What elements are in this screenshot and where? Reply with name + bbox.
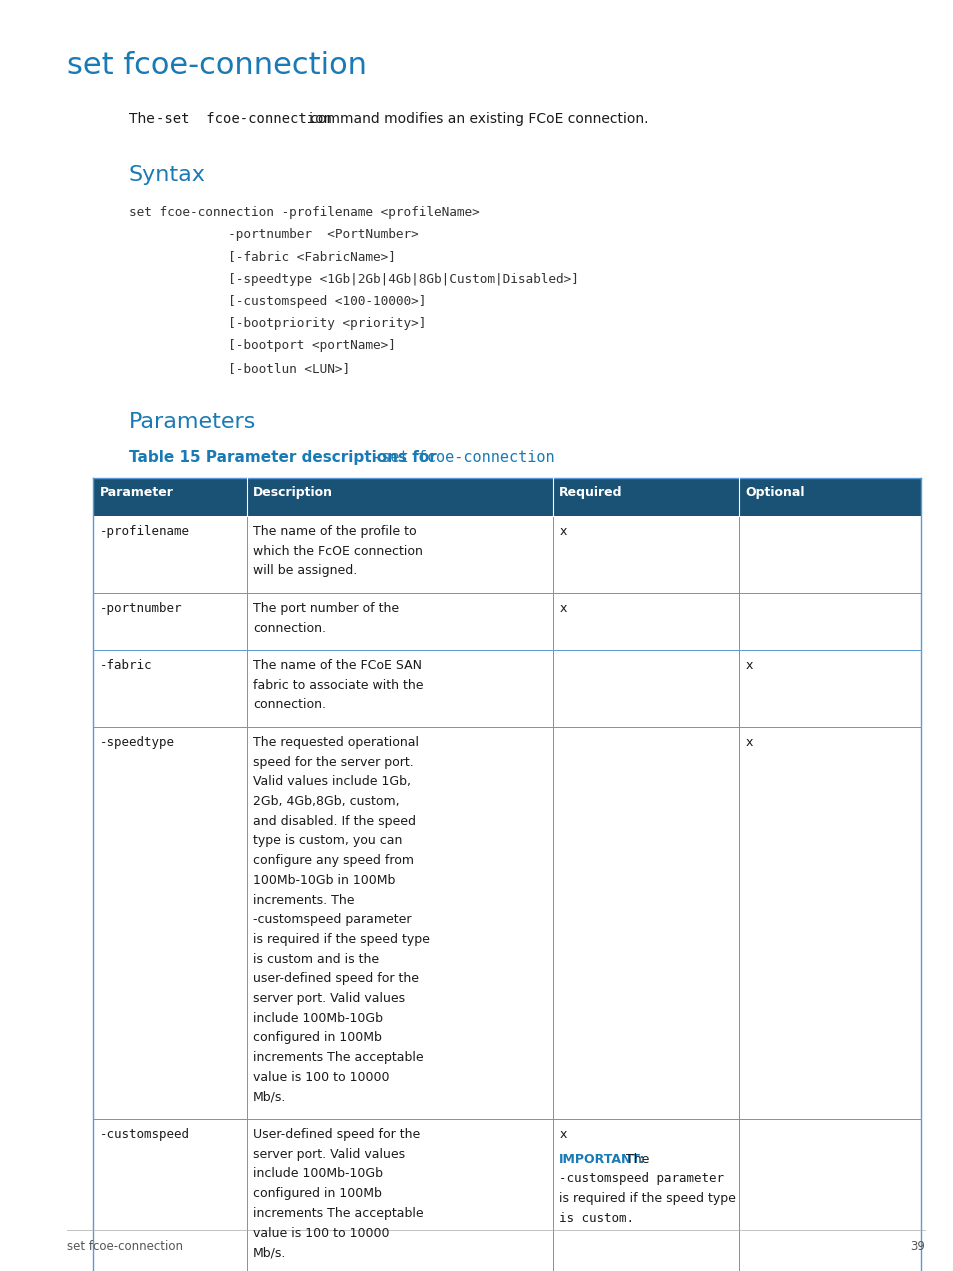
Text: value is 100 to 10000: value is 100 to 10000 — [253, 1071, 389, 1084]
Text: -customspeed parameter: -customspeed parameter — [253, 913, 412, 927]
Text: which the FcOE connection: which the FcOE connection — [253, 544, 422, 558]
Text: fabric to associate with the: fabric to associate with the — [253, 679, 423, 691]
Text: -set  fcoe-connection: -set fcoe-connection — [155, 112, 331, 126]
Text: is custom and is the: is custom and is the — [253, 953, 379, 966]
Text: Parameters: Parameters — [129, 412, 256, 432]
Text: Mb/s.: Mb/s. — [253, 1246, 286, 1260]
Text: server port. Valid values: server port. Valid values — [253, 993, 405, 1005]
Text: -profilename: -profilename — [100, 525, 190, 538]
Text: speed for the server port.: speed for the server port. — [253, 755, 414, 769]
Text: configured in 100Mb: configured in 100Mb — [253, 1032, 381, 1045]
Text: IMPORTANT:: IMPORTANT: — [558, 1153, 645, 1166]
Text: 39: 39 — [909, 1240, 924, 1253]
Text: connection.: connection. — [253, 698, 326, 712]
Text: -portnumber: -portnumber — [100, 601, 182, 615]
FancyBboxPatch shape — [93, 478, 920, 516]
Text: The requested operational: The requested operational — [253, 736, 418, 749]
Text: include 100Mb-10Gb: include 100Mb-10Gb — [253, 1012, 383, 1024]
Text: x: x — [744, 736, 752, 749]
Text: connection.: connection. — [253, 622, 326, 634]
Text: is required if the speed type: is required if the speed type — [558, 1192, 736, 1205]
Text: Description: Description — [253, 486, 333, 498]
Text: include 100Mb-10Gb: include 100Mb-10Gb — [253, 1167, 383, 1181]
Text: Parameter: Parameter — [100, 486, 173, 498]
Text: Mb/s.: Mb/s. — [253, 1091, 286, 1103]
FancyBboxPatch shape — [93, 516, 920, 592]
Text: [-customspeed <100-10000>]: [-customspeed <100-10000>] — [129, 295, 426, 308]
Text: [-speedtype <1Gb|2Gb|4Gb|8Gb|Custom|Disabled>]: [-speedtype <1Gb|2Gb|4Gb|8Gb|Custom|Disa… — [129, 273, 578, 286]
Text: Syntax: Syntax — [129, 165, 206, 186]
Text: Valid values include 1Gb,: Valid values include 1Gb, — [253, 775, 411, 788]
Text: -customspeed: -customspeed — [100, 1129, 190, 1141]
Text: configured in 100Mb: configured in 100Mb — [253, 1187, 381, 1200]
Text: -customspeed parameter: -customspeed parameter — [558, 1172, 723, 1186]
Text: configure any speed from: configure any speed from — [253, 854, 414, 867]
Text: The name of the FCoE SAN: The name of the FCoE SAN — [253, 658, 422, 672]
Text: The name of the profile to: The name of the profile to — [253, 525, 416, 538]
Text: x: x — [558, 525, 566, 538]
Text: x: x — [558, 601, 566, 615]
FancyBboxPatch shape — [93, 649, 920, 727]
Text: command modifies an existing FCoE connection.: command modifies an existing FCoE connec… — [306, 112, 648, 126]
Text: increments. The: increments. The — [253, 894, 355, 906]
Text: 100Mb-10Gb in 100Mb: 100Mb-10Gb in 100Mb — [253, 874, 395, 887]
Text: -portnumber  <PortNumber>: -portnumber <PortNumber> — [129, 229, 418, 241]
Text: 2Gb, 4Gb,8Gb, custom,: 2Gb, 4Gb,8Gb, custom, — [253, 796, 399, 808]
Text: [-bootport <portName>]: [-bootport <portName>] — [129, 339, 395, 352]
Text: type is custom, you can: type is custom, you can — [253, 834, 402, 848]
Text: is custom.: is custom. — [558, 1211, 634, 1225]
FancyBboxPatch shape — [93, 1118, 920, 1271]
Text: Required: Required — [558, 486, 622, 498]
Text: set fcoe-connection -profilename <profileName>: set fcoe-connection -profilename <profil… — [129, 206, 479, 219]
Text: increments The acceptable: increments The acceptable — [253, 1051, 423, 1064]
Text: is required if the speed type: is required if the speed type — [253, 933, 430, 946]
Text: [-bootlun <LUN>]: [-bootlun <LUN>] — [129, 361, 350, 375]
Text: increments The acceptable: increments The acceptable — [253, 1206, 423, 1220]
Text: Optional: Optional — [744, 486, 804, 498]
Text: -speedtype: -speedtype — [100, 736, 175, 749]
FancyBboxPatch shape — [93, 592, 920, 649]
Text: -set fcoe-connection: -set fcoe-connection — [362, 450, 554, 465]
Text: The: The — [618, 1153, 649, 1166]
Text: server port. Valid values: server port. Valid values — [253, 1148, 405, 1160]
Text: set fcoe-connection: set fcoe-connection — [67, 51, 366, 80]
Text: [-bootpriority <priority>]: [-bootpriority <priority>] — [129, 316, 426, 330]
Text: and disabled. If the speed: and disabled. If the speed — [253, 815, 416, 827]
Text: x: x — [558, 1129, 566, 1141]
Text: [-fabric <FabricName>]: [-fabric <FabricName>] — [129, 250, 395, 263]
Text: -fabric: -fabric — [100, 658, 152, 672]
Text: will be assigned.: will be assigned. — [253, 564, 357, 577]
Text: set fcoe-connection: set fcoe-connection — [67, 1240, 183, 1253]
Text: User-defined speed for the: User-defined speed for the — [253, 1129, 420, 1141]
Text: user-defined speed for the: user-defined speed for the — [253, 972, 418, 985]
FancyBboxPatch shape — [93, 727, 920, 1118]
Text: The port number of the: The port number of the — [253, 601, 399, 615]
Text: value is 100 to 10000: value is 100 to 10000 — [253, 1227, 389, 1239]
Text: x: x — [744, 658, 752, 672]
Text: The: The — [129, 112, 159, 126]
Text: Table 15 Parameter descriptions for: Table 15 Parameter descriptions for — [129, 450, 436, 465]
